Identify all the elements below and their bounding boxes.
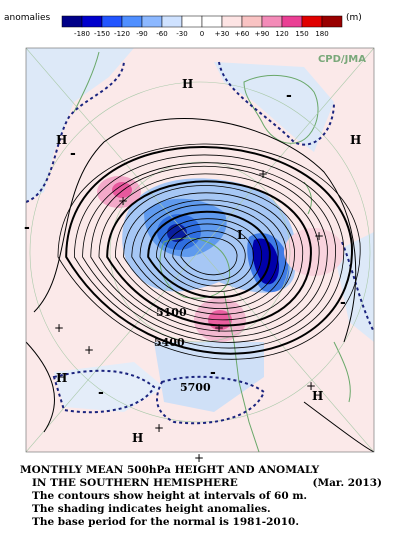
- svg-text:+: +: [154, 421, 164, 435]
- legend-color-swatch: [181, 15, 203, 28]
- height-contour-line: [65, 146, 353, 355]
- legend-tick-label: 180: [315, 30, 328, 38]
- legend-tick-label: +30: [215, 30, 230, 38]
- legend-color-swatch: [61, 15, 83, 28]
- negative-anomaly-patch: [26, 48, 134, 202]
- legend-tick-label: +60: [235, 30, 250, 38]
- legend-tick-label: -60: [156, 30, 167, 38]
- height-contour-line: [73, 154, 345, 349]
- svg-text:+: +: [314, 229, 324, 243]
- anomaly-sign-markers: - - - - - - + + + + + + + + +: [24, 88, 346, 465]
- caption-shading-note: The shading indicates height anomalies.: [32, 503, 271, 515]
- height-contour-line: [164, 223, 254, 287]
- zero-anomaly-contour: [26, 59, 374, 425]
- caption-subtitle: IN THE SOUTHERN HEMISPHERE: [32, 477, 238, 489]
- svg-text:-: -: [70, 146, 76, 162]
- legend-color-swatch: [241, 15, 263, 28]
- contour-label-5100: 5100: [156, 306, 187, 319]
- legend-tick-label: 0: [200, 30, 204, 38]
- high-pressure-marker: H: [350, 133, 361, 147]
- hemisphere-map: CPD/JMA 5100 5400 5700 H H H H H H H L L…: [14, 42, 386, 465]
- svg-text:-: -: [98, 385, 104, 401]
- height-contour-line: [172, 230, 246, 281]
- map-frame: [25, 47, 375, 453]
- height-contour-line: [123, 192, 295, 315]
- negative-anomaly-center: [252, 238, 280, 285]
- legend-color-swatch: [161, 15, 183, 28]
- lat-lon-grid: [26, 48, 374, 452]
- height-contour: [26, 118, 374, 452]
- map-canvas: CPD/JMA 5100 5400 5700 H H H H H H H L L…: [24, 47, 375, 465]
- caption-date: (Mar. 2013): [312, 477, 382, 489]
- map-credit: CPD/JMA: [318, 54, 366, 65]
- high-pressure-marker: H: [56, 371, 67, 385]
- svg-text:-: -: [340, 295, 346, 311]
- svg-text:+: +: [306, 379, 316, 393]
- svg-text:+: +: [194, 451, 204, 462]
- legend-color-swatch: [201, 15, 223, 28]
- svg-text:+: +: [118, 194, 128, 208]
- legend-label: anomalies: [4, 13, 51, 23]
- height-contour-line: [155, 218, 263, 292]
- height-contour-line: [114, 185, 304, 321]
- legend-tick-label: 120: [275, 30, 288, 38]
- high-pressure-marker: H: [312, 389, 323, 403]
- svg-text:+: +: [214, 321, 224, 335]
- height-contour-line: [82, 162, 336, 343]
- height-contour-line: [57, 143, 361, 360]
- legend-color-swatch: [121, 15, 143, 28]
- svg-text:+: +: [258, 167, 268, 181]
- height-contour-line: [131, 199, 287, 309]
- positive-anomaly-patch: [284, 228, 344, 276]
- map-caption: MONTHLY MEAN 500hPa HEIGHT AND ANOMALY I…: [20, 464, 390, 529]
- caption-contour-note: The contours show height at intervals of…: [32, 490, 308, 502]
- high-pressure-marker: H: [182, 77, 193, 91]
- legend-tick-label: -30: [176, 30, 187, 38]
- height-contour-line: [139, 204, 279, 304]
- legend-color-swatch: [281, 15, 303, 28]
- legend-color-swatch: [221, 15, 243, 28]
- height-contour-line: [98, 173, 320, 332]
- legend-color-swatch: [301, 15, 323, 28]
- legend-tick-label: -150: [94, 30, 110, 38]
- legend-color-swatch: [141, 15, 163, 28]
- caption-baseline-note: The base period for the normal is 1981-2…: [32, 516, 299, 528]
- legend-tick-label: -180: [74, 30, 90, 38]
- low-pressure-marker: L: [237, 228, 246, 242]
- height-contours: [57, 143, 361, 360]
- contour-label-5700: 5700: [180, 381, 211, 394]
- caption-title: MONTHLY MEAN 500hPa HEIGHT AND ANOMALY: [20, 464, 320, 476]
- legend-color-swatch: [321, 15, 343, 28]
- high-pressure-marker: H: [56, 133, 67, 147]
- svg-text:-: -: [24, 220, 30, 236]
- height-contour-line: [106, 180, 312, 327]
- high-pressure-marker: H: [132, 431, 143, 445]
- legend-colorbar: -180 -150 -120 -90 -60 -30 0 +30 +60 +90 120 150 180: [61, 15, 343, 38]
- legend-color-swatch: [81, 15, 103, 28]
- svg-text:-: -: [286, 88, 292, 104]
- svg-text:+: +: [54, 321, 64, 335]
- positive-anomaly-patch: [112, 182, 132, 198]
- svg-text:-: -: [210, 365, 216, 381]
- svg-text:+: +: [84, 343, 94, 357]
- legend-tick-label: 150: [295, 30, 308, 38]
- legend-tick-label: +90: [255, 30, 270, 38]
- height-contour-line: [90, 165, 328, 338]
- anomaly-legend: anomalies -180 -150 -120 -90 -60 -30 0 +30 +60 +9…: [0, 0, 400, 44]
- contour-label-5400: 5400: [154, 336, 185, 349]
- height-contour-line: [147, 210, 271, 299]
- legend-unit: (m): [346, 13, 362, 23]
- legend-tick-label: -120: [114, 30, 130, 38]
- height-contour-line: [180, 237, 238, 276]
- legend-tick-label: -90: [136, 30, 147, 38]
- legend-color-swatch: [261, 15, 283, 28]
- legend-color-swatch: [101, 15, 123, 28]
- negative-anomaly-patch: [54, 362, 164, 412]
